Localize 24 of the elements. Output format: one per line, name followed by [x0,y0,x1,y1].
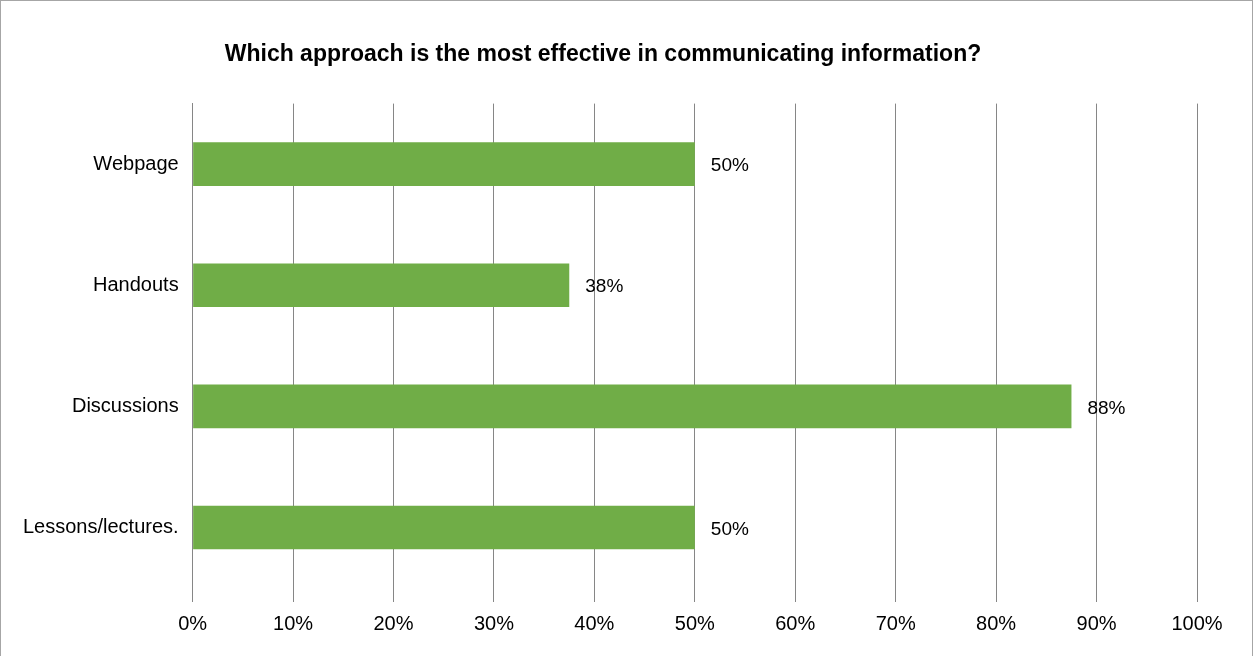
x-tick-label: 60% [775,611,816,634]
bar [193,263,570,308]
bar [193,505,695,550]
x-tick-label: 40% [574,611,615,634]
x-tick-label: 80% [976,611,1017,634]
x-tick-label: 100% [1171,611,1223,634]
bar [193,384,1072,429]
y-tick-label: Webpage [93,151,179,174]
data-label: 88% [1087,396,1126,418]
x-tick-label: 90% [1076,611,1117,634]
x-tick-label: 20% [373,611,414,634]
x-tick-label: 70% [875,611,916,634]
bar [193,142,695,186]
x-tick-label: 30% [473,611,515,634]
y-tick-label: Discussions [71,393,179,416]
data-label: 50% [710,154,749,176]
x-tick-label: 50% [674,611,716,634]
data-label: 38% [585,275,624,297]
x-tick-label: 10% [273,611,314,634]
y-tick-label: Handouts [93,272,179,295]
data-label: 50% [710,517,749,539]
x-tick-label: 0% [178,611,208,634]
y-tick-label: Lessons/lectures. [22,514,179,537]
chart-title: Which approach is the most effective in communicating information? [224,40,982,67]
